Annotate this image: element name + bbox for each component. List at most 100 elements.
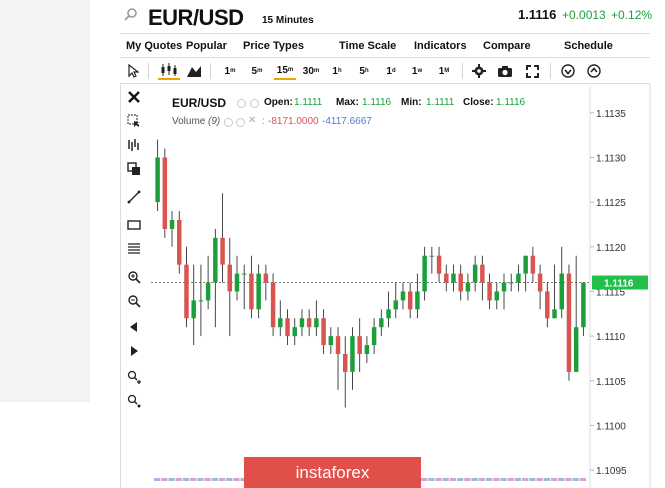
candle-body	[169, 220, 175, 229]
scroll-left-icon[interactable]	[127, 320, 143, 336]
search-icon[interactable]	[123, 7, 139, 23]
candle-body	[400, 291, 406, 301]
volume-bar	[168, 478, 175, 481]
zoom-reset-icon[interactable]	[127, 394, 143, 410]
price-change: +0.0013	[562, 8, 606, 22]
cursor-icon[interactable]	[126, 62, 140, 80]
volume-eye-icon[interactable]	[224, 118, 233, 127]
trend-line-icon[interactable]	[127, 190, 143, 206]
volume-bar	[572, 478, 579, 481]
volume-bar	[233, 478, 240, 481]
volume-value-2: -4117.6667	[322, 116, 372, 127]
y-tick-label: 1.1120	[596, 243, 626, 254]
candle-body	[573, 327, 579, 372]
rectangle-tool-icon[interactable]	[127, 218, 143, 234]
menu-schedule[interactable]: Schedule	[564, 40, 613, 52]
candle-body	[241, 273, 247, 275]
copy-tool-icon[interactable]	[127, 162, 143, 178]
candle-body	[184, 264, 189, 319]
volume-bar	[197, 478, 204, 481]
volume-label: Volume	[172, 116, 206, 127]
zoom-out-icon[interactable]	[127, 294, 143, 310]
menu-indicators[interactable]: Indicators	[414, 40, 467, 52]
candle-body	[205, 282, 211, 301]
menu-my-quotes[interactable]: My Quotes	[126, 40, 183, 52]
candle-body	[213, 237, 218, 283]
legend-max-label: Max:	[336, 97, 359, 108]
menu-price-types[interactable]: Price Types	[243, 40, 304, 52]
area-type-icon[interactable]	[186, 62, 202, 80]
menu-time-scale[interactable]: Time Scale	[339, 40, 397, 52]
price-change-percent: +0.12%	[611, 8, 653, 22]
magnet-tool-icon[interactable]	[127, 138, 143, 154]
candle-body	[299, 318, 305, 328]
y-tick-label: 1.1100	[596, 421, 626, 432]
legend-min-label: Min:	[401, 97, 422, 108]
candle-body	[357, 336, 362, 354]
menu-popular[interactable]: Popular	[186, 40, 227, 52]
scroll-right-icon[interactable]	[127, 344, 143, 360]
settings-gear-icon[interactable]	[471, 62, 487, 80]
candle-body	[581, 282, 586, 328]
timeframe-15m[interactable]: 15 m	[274, 62, 296, 80]
candle-body	[328, 336, 334, 346]
volume-bar	[550, 478, 558, 481]
symbol-timeframe: 15 Minutes	[262, 15, 314, 26]
candle-body	[444, 273, 449, 283]
timeframe-30m[interactable]: 30 m	[302, 65, 320, 77]
eye-icon[interactable]	[237, 99, 246, 108]
menu-compare[interactable]: Compare	[483, 40, 531, 52]
candle-body	[343, 354, 348, 372]
volume-bar	[240, 478, 247, 481]
volume-bar	[485, 478, 493, 481]
volume-period: (9)	[208, 116, 221, 127]
settings-mini-icon[interactable]	[250, 99, 259, 108]
zoom-in-icon[interactable]	[127, 270, 143, 286]
select-tool-icon[interactable]	[127, 114, 143, 130]
volume-bar	[218, 478, 226, 481]
volume-close-icon[interactable]: ✕	[248, 115, 257, 126]
candle-body	[566, 273, 572, 372]
volume-bar	[579, 478, 586, 481]
candle-body	[523, 255, 528, 274]
volume-bar	[190, 478, 197, 481]
camera-icon[interactable]	[497, 62, 513, 80]
toolbar-separator	[210, 63, 211, 79]
zoom-plus-icon[interactable]	[127, 370, 143, 386]
volume-settings-icon[interactable]	[236, 118, 245, 127]
candle-body	[516, 273, 521, 283]
legend-close-value: 1.1116	[496, 97, 526, 108]
fullscreen-icon[interactable]	[524, 62, 540, 80]
candle-body	[256, 273, 261, 310]
toolbar-separator	[148, 63, 149, 79]
candle-body	[537, 273, 543, 292]
download-icon[interactable]	[560, 62, 576, 80]
fibonacci-tool-icon[interactable]	[127, 242, 143, 258]
candle-body	[393, 300, 398, 310]
candle-body	[335, 336, 341, 354]
last-price-tag-label: 1.1116	[604, 279, 634, 290]
upload-icon[interactable]	[586, 62, 602, 80]
candlestick-type-icon[interactable]	[158, 62, 180, 80]
candle-body	[552, 309, 557, 319]
candle-body	[306, 318, 312, 328]
candle-body	[198, 300, 204, 302]
y-tick-label: 1.1105	[596, 377, 626, 388]
toolbar-separator	[550, 63, 551, 79]
legend-close-label: Close:	[463, 97, 494, 108]
y-tick-label: 1.1095	[596, 466, 627, 477]
close-icon[interactable]	[127, 90, 143, 106]
volume-bar	[565, 478, 572, 481]
candle-body	[458, 273, 463, 292]
y-tick-label: 1.1115	[596, 287, 626, 298]
current-price: 1.1116	[518, 7, 557, 22]
